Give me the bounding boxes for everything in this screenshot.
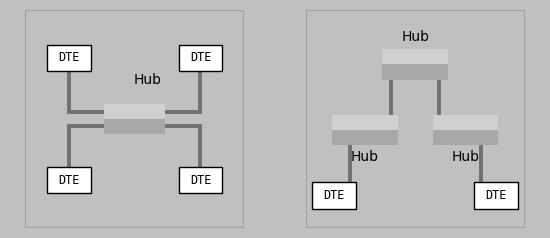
Bar [433,130,498,145]
Bar [104,119,166,134]
Bar [179,167,222,193]
Bar [179,45,222,71]
Bar [332,115,398,130]
Bar [474,183,518,209]
Text: DTE: DTE [323,189,345,202]
Bar [104,104,166,119]
Text: DTE: DTE [486,189,507,202]
Text: DTE: DTE [58,51,80,64]
Bar [312,183,356,209]
Text: Hub: Hub [134,73,162,87]
Text: Hub: Hub [452,150,480,164]
Text: DTE: DTE [58,174,80,187]
Text: DTE: DTE [190,174,211,187]
Bar [332,130,398,145]
Bar [433,115,498,130]
Text: Hub: Hub [351,150,379,164]
Bar [382,64,448,79]
Bar [47,167,91,193]
Text: Hub: Hub [402,30,429,44]
Text: DTE: DTE [190,51,211,64]
Bar [47,45,91,71]
Bar [382,49,448,64]
